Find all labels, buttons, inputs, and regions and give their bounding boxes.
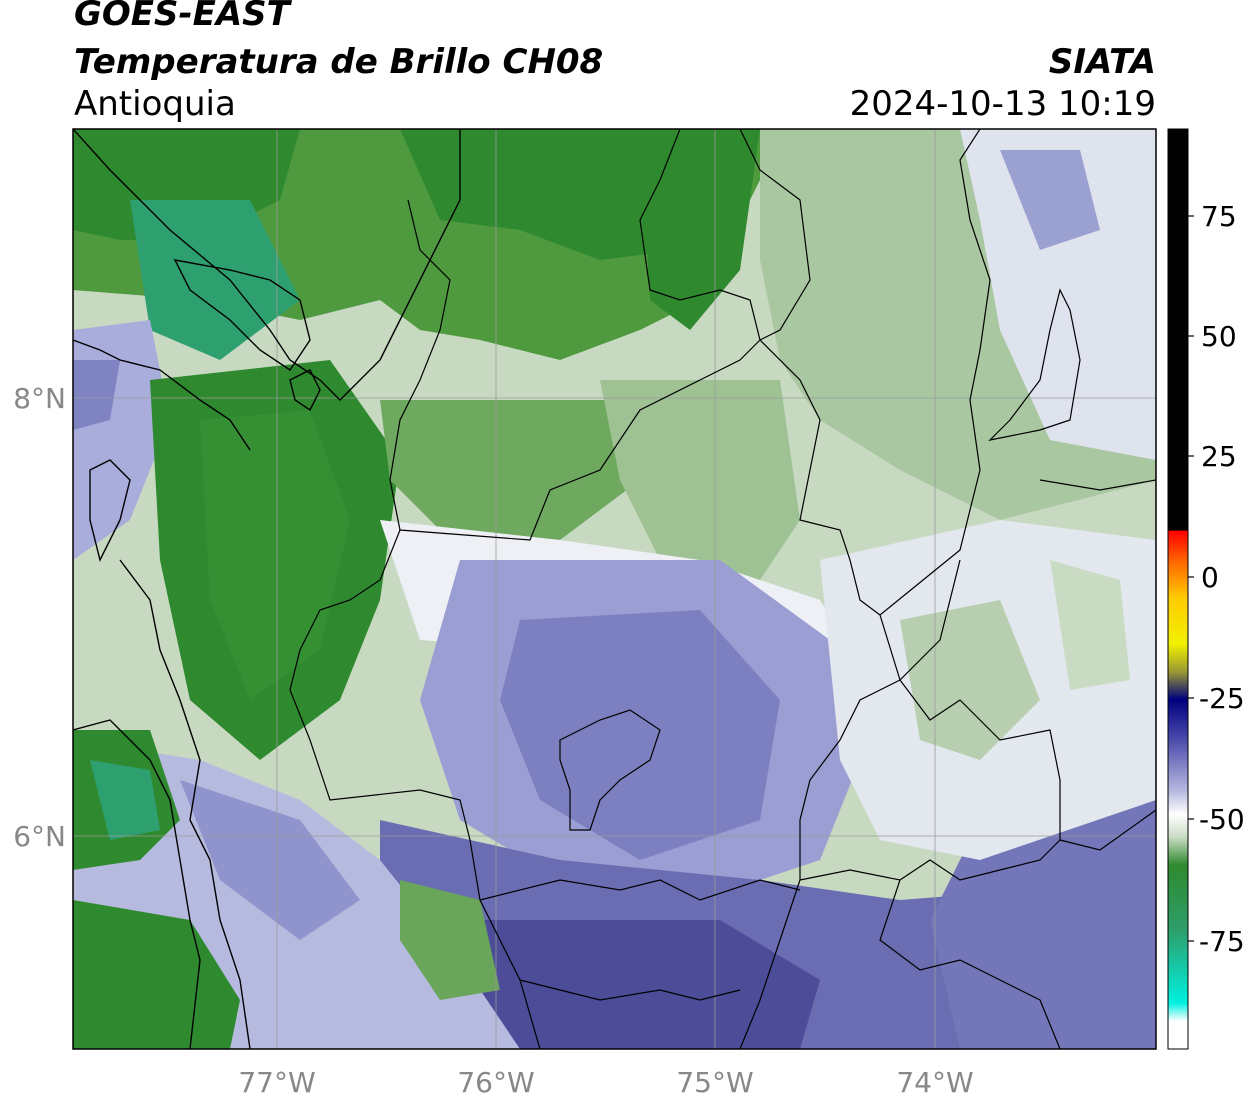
colorbar-tick-label: 25 — [1201, 440, 1237, 473]
colorbar-tick-label: 75 — [1201, 200, 1237, 233]
colorbar-ticks — [1188, 215, 1194, 942]
colorbar-tick-label: -25 — [1199, 682, 1245, 715]
region-name: Antioquia — [74, 84, 236, 124]
lat-tick-label: 8°N — [13, 382, 66, 415]
brightness-temperature-field — [73, 129, 1156, 1049]
colorbar-tick-label: -50 — [1199, 803, 1245, 836]
graticule — [73, 129, 1156, 1049]
colorbar-tick-label: 50 — [1201, 320, 1237, 353]
admin-borders — [289, 129, 1156, 1049]
lon-tick-label: 76°W — [457, 1066, 534, 1099]
colorbar-tick-label: -75 — [1199, 925, 1245, 958]
coastline — [73, 129, 461, 1049]
lon-tick-label: 77°W — [238, 1066, 315, 1099]
colorbar-tick-label: 0 — [1201, 561, 1219, 594]
timestamp: 2024-10-13 10:19 — [849, 84, 1156, 124]
lon-tick-label: 75°W — [676, 1066, 753, 1099]
colorbar: 75 50 25 0 -25 -50 -75 — [1167, 128, 1245, 1050]
map-title: Temperatura de Brillo CH08 — [74, 42, 604, 82]
satellite-source: GOES-EAST — [74, 0, 290, 34]
map-frame — [72, 128, 1157, 1050]
lon-tick-label: 74°W — [896, 1066, 973, 1099]
agency-name: SIATA — [1048, 42, 1156, 82]
lat-tick-label: 6°N — [13, 820, 66, 853]
colorbar-ramp — [1167, 128, 1189, 1050]
